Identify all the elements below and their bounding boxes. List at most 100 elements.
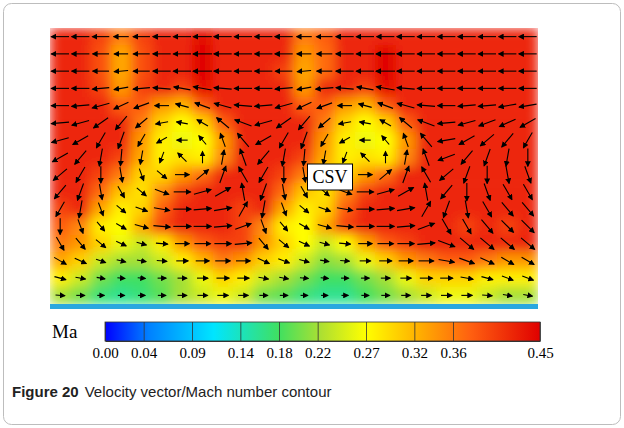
velocity-vector xyxy=(214,53,232,54)
velocity-vector xyxy=(199,136,206,145)
velocity-vector xyxy=(256,136,271,145)
velocity-vector xyxy=(356,53,374,54)
velocity-vector xyxy=(258,258,269,263)
velocity-vector xyxy=(319,207,331,211)
velocity-vector xyxy=(275,36,293,37)
contour-cell xyxy=(233,235,254,253)
velocity-vector xyxy=(117,260,126,262)
velocity-vector xyxy=(461,295,472,296)
velocity-vector xyxy=(397,208,414,211)
velocity-vector xyxy=(279,240,289,248)
velocity-vector xyxy=(153,36,171,37)
tick-mark xyxy=(192,322,193,341)
velocity-vector xyxy=(97,295,104,296)
contour-cell xyxy=(396,132,417,150)
annotation: CSV xyxy=(307,164,352,190)
contour-cell xyxy=(314,201,335,219)
contour-cell xyxy=(355,270,376,288)
colorbar-tick: 0.32 xyxy=(402,322,428,361)
figure-frame xyxy=(4,4,621,425)
velocity-vector xyxy=(137,260,146,262)
velocity-vector xyxy=(503,184,512,199)
contour-cell xyxy=(436,28,457,46)
contour-cell xyxy=(50,218,71,236)
velocity-vector xyxy=(137,242,147,245)
velocity-vector xyxy=(321,277,329,279)
velocity-vector xyxy=(338,105,352,106)
contour-cell xyxy=(152,183,173,201)
velocity-vector xyxy=(459,258,474,263)
velocity-vector xyxy=(299,224,309,230)
velocity-vector xyxy=(458,71,476,72)
contour-cell xyxy=(253,183,274,201)
tick-mark xyxy=(414,322,415,341)
velocity-vector xyxy=(255,71,273,72)
contour-cell xyxy=(355,252,376,270)
velocity-vector xyxy=(237,133,248,147)
velocity-vector xyxy=(154,208,170,211)
velocity-vector xyxy=(397,243,414,244)
contour-cell xyxy=(131,235,152,253)
axis-line xyxy=(106,341,541,342)
velocity-vector xyxy=(465,200,468,217)
contour-cell xyxy=(274,114,295,132)
contour-cell xyxy=(355,166,376,184)
velocity-vector xyxy=(400,118,412,128)
contour-cell xyxy=(131,201,152,219)
contour-cell xyxy=(457,252,478,270)
contour-cell xyxy=(477,183,498,201)
colorbar-tick: 0.14 xyxy=(228,322,255,361)
velocity-vector xyxy=(461,277,473,279)
tick-mark xyxy=(318,322,319,341)
contour-cell xyxy=(416,270,437,288)
velocity-vector xyxy=(139,169,143,181)
velocity-vector xyxy=(176,104,189,107)
contour-cell xyxy=(152,287,173,304)
contour-cell xyxy=(172,63,193,81)
contour-cell xyxy=(172,114,193,132)
velocity-vector xyxy=(259,167,268,182)
velocity-vector xyxy=(255,121,272,126)
velocity-vector xyxy=(137,188,146,196)
contour-cell xyxy=(396,114,417,132)
velocity-vector xyxy=(398,187,413,196)
velocity-vector xyxy=(482,294,492,296)
velocity-vector xyxy=(235,223,251,229)
velocity-vector xyxy=(281,203,286,216)
velocity-vector xyxy=(214,103,231,108)
contour-cell xyxy=(314,287,335,304)
contour-cell xyxy=(192,166,213,184)
contour-cell xyxy=(233,166,254,184)
tick-label: 0.45 xyxy=(527,345,553,361)
contour-cell xyxy=(91,63,112,81)
contour-cell xyxy=(396,218,417,236)
velocity-vector xyxy=(397,103,414,108)
velocity-vector xyxy=(92,88,109,89)
contour-cell xyxy=(375,132,396,150)
velocity-vector xyxy=(72,121,89,126)
velocity-vector xyxy=(502,133,513,147)
contour-cell xyxy=(274,166,295,184)
velocity-vector xyxy=(423,149,429,166)
contour-cell xyxy=(436,287,457,304)
contour-cell xyxy=(233,201,254,219)
velocity-vector xyxy=(421,295,431,296)
contour-cell xyxy=(131,270,152,288)
velocity-vector xyxy=(336,88,354,90)
velocity-vector xyxy=(193,36,212,37)
velocity-vector xyxy=(523,132,532,147)
contour-cell xyxy=(477,97,498,115)
velocity-vector xyxy=(499,71,517,72)
velocity-vector xyxy=(72,36,90,37)
contour-cell xyxy=(172,97,193,115)
contour-cell xyxy=(131,132,152,150)
velocity-vector xyxy=(380,170,392,180)
contour-cell xyxy=(396,166,417,184)
tick-label: 0.14 xyxy=(228,345,255,361)
contour-cell xyxy=(294,287,315,304)
tick-mark xyxy=(540,322,541,341)
velocity-vector xyxy=(499,36,517,37)
velocity-vector xyxy=(217,118,229,128)
contour-cell xyxy=(416,28,437,46)
contour-cell xyxy=(416,287,437,304)
